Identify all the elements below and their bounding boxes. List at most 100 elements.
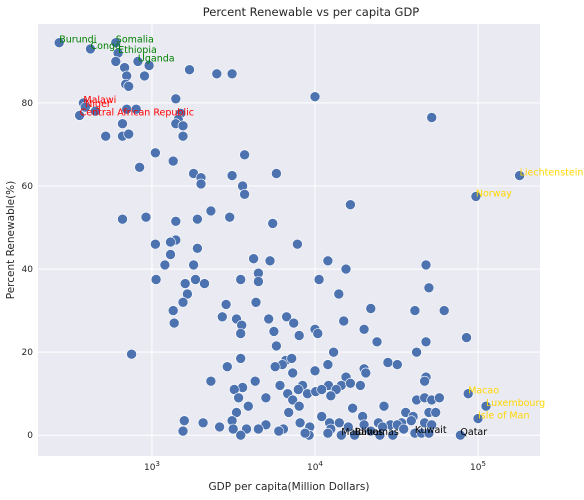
data-point xyxy=(328,346,339,358)
data-point xyxy=(205,375,217,387)
data-point xyxy=(195,178,207,190)
data-point xyxy=(340,263,352,275)
data-point xyxy=(260,392,272,404)
data-point xyxy=(347,402,358,414)
data-point xyxy=(233,392,244,404)
data-point xyxy=(322,427,334,439)
data-point xyxy=(231,407,242,418)
data-point xyxy=(472,413,484,424)
data-point xyxy=(293,330,305,341)
data-point xyxy=(177,425,189,437)
data-point xyxy=(227,423,239,435)
data-point xyxy=(322,255,334,267)
data-point xyxy=(226,170,238,181)
data-point xyxy=(222,361,233,373)
tick-labels: 103 104 105 0 20 40 60 80 xyxy=(22,99,486,473)
data-point xyxy=(374,429,386,441)
data-point xyxy=(322,359,334,370)
data-point xyxy=(253,423,264,435)
data-point xyxy=(239,189,250,200)
data-point xyxy=(378,400,390,412)
data-point xyxy=(462,388,474,400)
data-point xyxy=(123,81,134,92)
data-point xyxy=(316,411,328,422)
data-point xyxy=(167,305,179,316)
data-point xyxy=(365,425,377,437)
data-point xyxy=(391,359,403,370)
x-tick-label: 105 xyxy=(470,460,486,473)
data-point xyxy=(226,68,238,80)
plot-area xyxy=(38,24,540,456)
y-axis-label: Percent Renewable(%) xyxy=(5,181,17,299)
data-point xyxy=(461,332,472,343)
x-tick-label: 103 xyxy=(144,460,160,473)
data-point xyxy=(90,105,101,117)
data-point xyxy=(217,311,228,323)
data-point xyxy=(130,103,142,115)
data-point xyxy=(365,303,377,314)
x-tick-label: 104 xyxy=(307,460,323,473)
data-point xyxy=(360,367,372,379)
chart-title: Percent Renewable vs per capita GDP xyxy=(203,5,420,19)
data-point xyxy=(188,259,199,271)
data-point xyxy=(292,384,304,395)
data-point xyxy=(80,101,91,113)
point-annotation: Congo xyxy=(91,41,121,52)
data-point xyxy=(110,56,122,67)
data-point xyxy=(190,274,201,285)
data-point xyxy=(411,346,422,358)
data-point xyxy=(249,375,261,387)
point-annotations: Burundi SomaliaCongoEthiopiaUgandaMalawiN… xyxy=(59,35,583,439)
data-point xyxy=(165,249,176,260)
data-point xyxy=(184,64,195,75)
data-point xyxy=(150,147,161,159)
data-point xyxy=(288,317,300,329)
data-point xyxy=(243,400,254,412)
data-point xyxy=(309,365,321,377)
data-point xyxy=(281,311,292,323)
data-point xyxy=(182,288,193,300)
data-point xyxy=(423,427,435,439)
data-point xyxy=(220,299,232,310)
data-point xyxy=(420,336,432,348)
data-point xyxy=(355,380,366,391)
data-point xyxy=(53,37,65,49)
data-point xyxy=(269,361,281,373)
data-point xyxy=(293,400,305,412)
data-point xyxy=(235,328,246,339)
data-point xyxy=(253,276,264,287)
data-point xyxy=(100,130,111,142)
data-point xyxy=(420,259,432,271)
data-point xyxy=(177,296,189,308)
data-point xyxy=(170,93,182,105)
data-point xyxy=(177,130,189,142)
data-point xyxy=(316,384,328,395)
y-tick-label: 20 xyxy=(22,348,34,358)
point-annotation: Qatar xyxy=(460,427,487,438)
point-annotation: Luxembourg xyxy=(486,398,545,409)
data-point xyxy=(199,278,210,289)
data-point xyxy=(438,305,450,316)
data-point xyxy=(387,429,399,441)
data-point xyxy=(292,238,303,250)
data-point xyxy=(342,421,354,433)
point-annotation: Somalia xyxy=(116,35,154,46)
data-point xyxy=(480,400,492,412)
y-tick-label: 0 xyxy=(27,431,33,441)
data-point xyxy=(211,68,223,80)
point-annotation: Kuwait xyxy=(415,425,447,436)
data-point xyxy=(126,348,137,360)
data-point xyxy=(325,390,337,402)
data-point xyxy=(267,218,279,229)
data-point xyxy=(167,155,179,167)
data-point xyxy=(405,415,417,427)
point-annotation: Ethiopia xyxy=(118,45,157,56)
data-point xyxy=(398,423,410,435)
data-point xyxy=(409,305,421,316)
data-point xyxy=(283,407,295,418)
data-point xyxy=(132,56,144,67)
data-point xyxy=(123,128,134,140)
data-point xyxy=(110,37,122,49)
data-point xyxy=(335,429,347,441)
